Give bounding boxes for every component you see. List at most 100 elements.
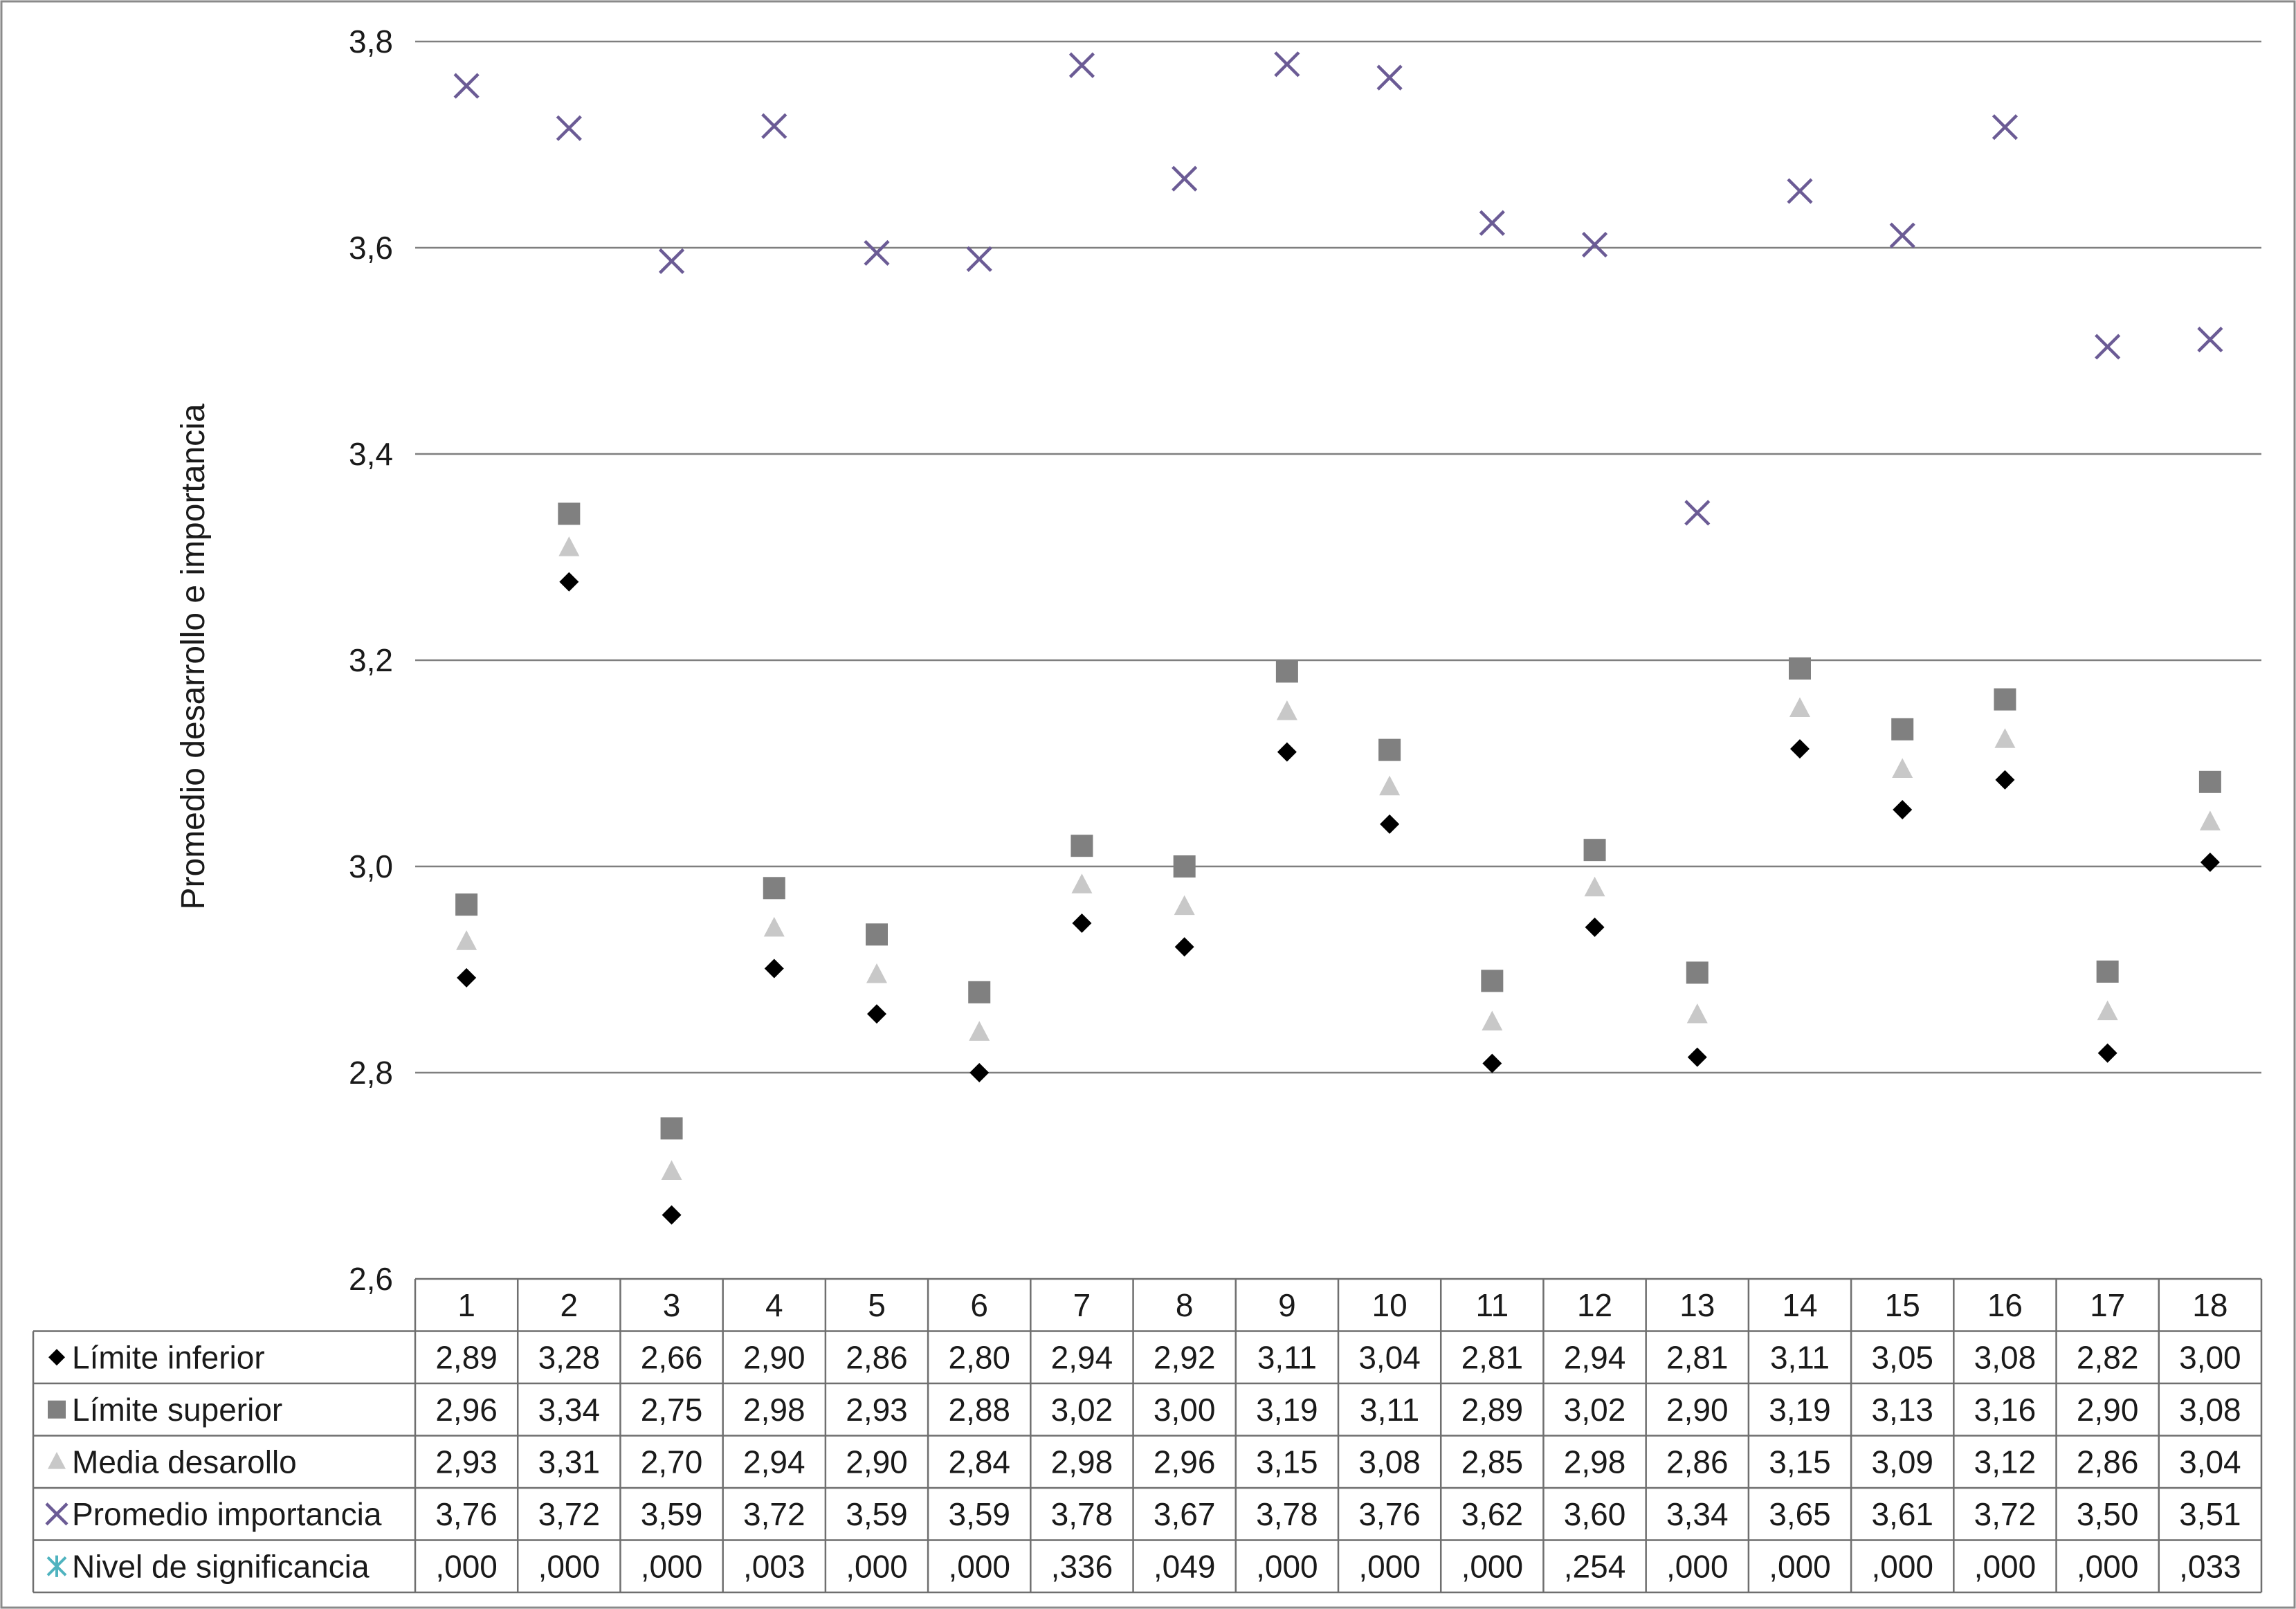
table-cell-value: 3,50 — [2077, 1496, 2139, 1532]
series-name: Media desarollo — [72, 1444, 297, 1480]
point-diamond — [764, 958, 784, 979]
table-cell-value: 3,00 — [1154, 1392, 1216, 1428]
category-label: 15 — [1885, 1287, 1920, 1323]
point-diamond — [1072, 913, 1092, 933]
table-cell-value: 3,09 — [1871, 1444, 1933, 1480]
point-x — [453, 73, 480, 99]
table-cell-value: 2,81 — [1461, 1339, 1524, 1375]
table-cell-value: ,000 — [1871, 1548, 1933, 1584]
point-x — [556, 115, 582, 141]
y-axis-ticks: 2,6 2,8 3,0 3,2 3,4 3,6 3,8 — [349, 24, 393, 1297]
table-cell-value: 2,85 — [1461, 1444, 1524, 1480]
table-cell-value: 2,98 — [1051, 1444, 1113, 1480]
point-x — [966, 246, 992, 272]
table-cell-value: 3,15 — [1769, 1444, 1831, 1480]
point-triangle — [763, 916, 785, 937]
table-cell-value: ,000 — [435, 1548, 498, 1584]
table-cell-value: ,000 — [1358, 1548, 1421, 1584]
table-cell-value: ,000 — [1256, 1548, 1318, 1584]
point-square — [455, 893, 478, 916]
point-diamond — [457, 967, 477, 988]
category-label: 17 — [2090, 1287, 2125, 1323]
y-tick-label: 2,6 — [349, 1261, 393, 1297]
category-label: 4 — [765, 1287, 783, 1323]
point-diamond — [1585, 917, 1605, 937]
table-cell-value: 3,72 — [743, 1496, 805, 1532]
point-triangle — [2199, 810, 2221, 830]
table-cell-value: 3,78 — [1256, 1496, 1318, 1532]
legend-marker-triangle — [48, 1451, 66, 1469]
point-triangle — [1892, 758, 1913, 778]
point-triangle — [1789, 697, 1810, 718]
point-square — [968, 981, 991, 1003]
table-cell-value: ,000 — [948, 1548, 1010, 1584]
point-diamond — [1277, 742, 1297, 762]
point-diamond — [1687, 1047, 1707, 1067]
point-x — [1992, 114, 2019, 140]
table-cell-value: 2,98 — [1564, 1444, 1626, 1480]
point-diamond — [1174, 937, 1194, 957]
table-cell-value: 3,72 — [538, 1496, 601, 1532]
table-cell-value: 2,94 — [1564, 1339, 1626, 1375]
category-label: 12 — [1577, 1287, 1612, 1323]
table-cell-value: 2,98 — [743, 1392, 805, 1428]
table-cell-value: 3,05 — [1871, 1339, 1933, 1375]
point-square — [866, 923, 888, 946]
point-triangle — [558, 536, 580, 556]
table-cell-value: 2,89 — [435, 1339, 498, 1375]
category-label: 9 — [1278, 1287, 1296, 1323]
point-triangle — [661, 1160, 682, 1181]
table-cell-value: 3,31 — [538, 1444, 601, 1480]
table-cell-value: 3,34 — [1666, 1496, 1729, 1532]
table-cell-value: ,049 — [1154, 1548, 1216, 1584]
table-cell-value: 2,96 — [1154, 1444, 1216, 1480]
table-cell-value: 2,92 — [1154, 1339, 1216, 1375]
point-triangle — [866, 963, 887, 983]
table-cell-value: 2,66 — [641, 1339, 703, 1375]
y-tick-label: 3,8 — [349, 24, 393, 60]
point-diamond — [2097, 1043, 2117, 1063]
point-diamond — [1893, 800, 1913, 820]
point-square — [1481, 970, 1504, 992]
point-triangle — [1482, 1010, 1503, 1030]
point-x — [658, 248, 685, 274]
series-name: Promedio importancia — [72, 1496, 382, 1532]
point-x — [1479, 210, 1505, 236]
point-triangle — [2097, 1000, 2118, 1021]
plot-marks — [453, 51, 2223, 1225]
point-diamond — [1995, 770, 2015, 790]
point-triangle — [1584, 876, 1605, 897]
table-cell-value: 3,62 — [1461, 1496, 1524, 1532]
table-cell-value: ,000 — [1769, 1548, 1831, 1584]
table-cell-value: 3,13 — [1871, 1392, 1933, 1428]
point-x — [1581, 231, 1608, 258]
table-cell-value: 3,12 — [1974, 1444, 2037, 1480]
table-cell-value: 2,88 — [948, 1392, 1010, 1428]
table-cell-value: ,000 — [538, 1548, 601, 1584]
point-diamond — [969, 1063, 990, 1082]
table-cell-value: ,000 — [1461, 1548, 1524, 1584]
table-cell-value: 2,90 — [743, 1339, 805, 1375]
series-name: Límite superior — [72, 1392, 282, 1428]
point-x — [2095, 334, 2121, 360]
table-cell-value: ,000 — [641, 1548, 703, 1584]
point-diamond — [1790, 739, 1810, 759]
table-cell-value: ,000 — [1974, 1548, 2037, 1584]
table-cell-value: 2,90 — [846, 1444, 908, 1480]
point-square — [763, 877, 785, 900]
table-cell-value: 2,86 — [2077, 1444, 2139, 1480]
point-x — [1787, 178, 1813, 204]
table-cell-value: 3,59 — [641, 1496, 703, 1532]
point-x — [1274, 51, 1300, 78]
legend-marker-asterisk — [46, 1555, 67, 1577]
table-cell-value: 3,15 — [1256, 1444, 1318, 1480]
point-square — [2198, 770, 2221, 793]
legend-marker-diamond — [48, 1349, 65, 1366]
table-cell-value: 3,65 — [1769, 1496, 1831, 1532]
y-tick-label: 3,2 — [349, 642, 393, 678]
point-x — [1172, 165, 1198, 192]
category-label: 10 — [1372, 1287, 1407, 1323]
